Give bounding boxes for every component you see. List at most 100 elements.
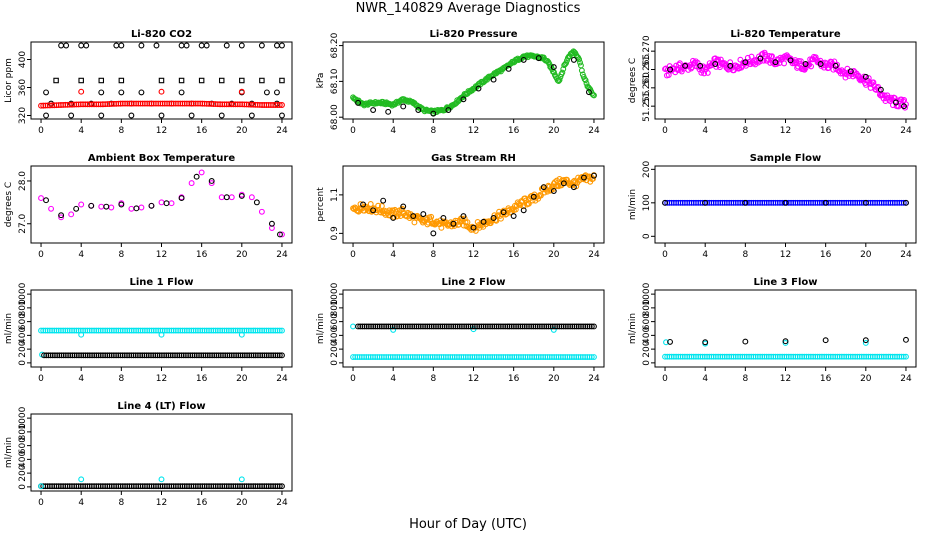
x-tick-label: 0 — [38, 498, 44, 508]
data-point — [520, 207, 527, 214]
data-point — [276, 102, 283, 108]
data-point — [390, 215, 397, 221]
data-point — [667, 338, 674, 345]
data-point — [370, 207, 377, 214]
x-tick-label: 20 — [860, 250, 872, 260]
data-point — [862, 337, 869, 344]
data-point — [279, 327, 285, 334]
data-point — [78, 88, 85, 95]
y-tick-label: 400 — [18, 51, 28, 68]
data-point — [158, 88, 165, 95]
data-point — [591, 172, 597, 179]
x-tick-label: 4 — [78, 498, 84, 508]
series-sample — [662, 199, 909, 206]
y-tick-label: 68.10 — [330, 68, 340, 94]
data-point — [895, 103, 902, 110]
x-tick-label: 0 — [662, 126, 668, 136]
data-point — [560, 66, 567, 72]
data-point — [279, 483, 285, 490]
x-tick-label: 8 — [118, 498, 124, 508]
data-point — [276, 483, 283, 490]
data-point — [78, 476, 85, 483]
data-point — [901, 103, 907, 110]
data-point — [570, 56, 577, 63]
data-point — [53, 77, 59, 84]
series-reference — [78, 88, 245, 95]
data-point — [259, 77, 265, 84]
data-point — [709, 60, 716, 67]
data-point — [445, 107, 452, 113]
data-point — [900, 353, 907, 360]
data-point — [98, 89, 105, 96]
chart-licor_temp: Li-820 Temperature degrees C 0 4 8 12 16 20 24 51… — [628, 29, 917, 136]
x-tick-label: 4 — [702, 374, 708, 384]
data-point — [203, 42, 210, 49]
data-point — [198, 77, 205, 84]
data-point — [430, 230, 437, 237]
data-point — [550, 188, 557, 194]
x-tick-label: 24 — [900, 374, 912, 384]
data-point — [248, 100, 255, 107]
x-tick-label: 12 — [468, 250, 479, 260]
data-point — [78, 201, 85, 208]
chart-line1: Line 1 Flow ml/min 0 4 8 12 16 20 24 0 20040060080… — [4, 277, 293, 384]
data-point — [63, 42, 70, 49]
data-point — [73, 205, 80, 212]
data-point — [410, 213, 417, 220]
data-point — [903, 336, 909, 343]
y-tick-label: 400 — [18, 451, 28, 468]
data-point — [128, 205, 135, 212]
data-point — [218, 194, 225, 201]
data-point — [98, 112, 105, 119]
data-point — [163, 200, 170, 207]
data-point — [78, 42, 85, 49]
data-point — [118, 77, 125, 84]
data-point — [865, 75, 872, 82]
data-point — [238, 192, 245, 199]
y-axis-label: percent — [316, 187, 326, 222]
data-point — [702, 339, 709, 346]
data-point — [415, 107, 422, 113]
x-tick-label: 0 — [662, 250, 668, 260]
data-point — [688, 65, 695, 72]
data-point — [239, 77, 245, 84]
data-point — [238, 331, 245, 338]
x-tick-label: 24 — [276, 498, 288, 508]
data-point — [892, 99, 899, 106]
x-tick-label: 0 — [350, 374, 356, 384]
data-point — [360, 201, 367, 208]
y-tick-label: 0 — [330, 360, 340, 366]
chart-line3: Line 3 Flow ml/min 0 4 8 12 16 20 24 0 20040060080… — [628, 277, 917, 384]
data-point — [675, 67, 682, 74]
x-tick-label: 8 — [430, 374, 436, 384]
x-tick-label: 20 — [860, 126, 872, 136]
data-point — [742, 59, 749, 66]
data-point — [822, 199, 829, 206]
data-point — [420, 211, 427, 218]
x-tick-label: 24 — [276, 374, 288, 384]
data-point — [480, 218, 487, 225]
chart-ambient_temp: Ambient Box Temperature degrees C 0 4 8 12 16 2… — [4, 153, 293, 260]
x-tick-label: 0 — [38, 126, 44, 136]
data-point — [855, 72, 862, 79]
data-point — [702, 199, 709, 206]
y-tick-label: 68.00 — [330, 104, 340, 130]
series-cyan — [38, 327, 285, 334]
data-point — [802, 61, 809, 67]
data-point — [118, 42, 125, 49]
x-tick-label: 20 — [548, 250, 560, 260]
data-point — [138, 89, 145, 96]
data-point — [98, 77, 105, 84]
x-tick-label: 20 — [236, 498, 248, 508]
data-point — [490, 215, 497, 221]
data-point — [744, 54, 751, 61]
data-point — [38, 195, 44, 202]
x-tick-label: 12 — [468, 126, 479, 136]
data-point — [808, 63, 815, 70]
data-point — [188, 112, 195, 119]
y-tick-label: 600 — [642, 313, 652, 330]
chart-line2: Line 2 Flow ml/min 0 4 8 12 16 20 24 0 20040060080… — [316, 277, 605, 384]
main-title: NWR_140829 Average Diagnostics — [355, 1, 581, 16]
data-point — [43, 89, 50, 96]
